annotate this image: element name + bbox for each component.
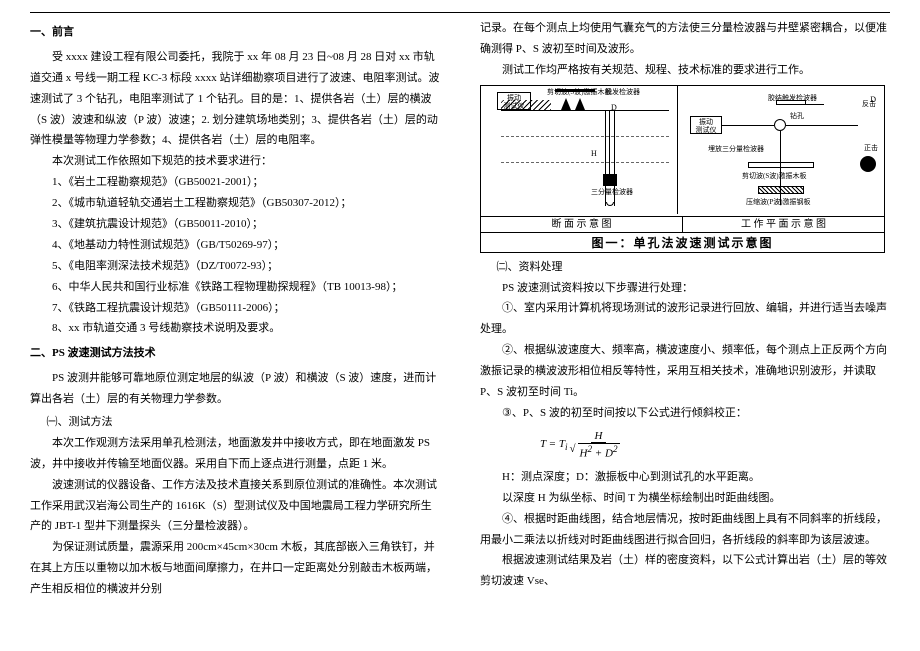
- pv-hammer-icon: [860, 156, 876, 172]
- subheading-processing: ㈡、资料处理: [480, 257, 890, 278]
- pv-borehole-icon: [774, 119, 786, 131]
- para-6: 为保证测试质量，震源采用 200cm×45cm×30cm 木板，其底部嵌入三角铁…: [30, 537, 440, 600]
- subheading-method: ㈠、测试方法: [30, 412, 440, 433]
- spec-item-2: 2、《城市轨道轻轨交通岩土工程勘察规范》（GB50307-2012）；: [30, 193, 440, 214]
- step-4: ④、根据时距曲线图，结合地层情况，按时距曲线图上具有不同斜率的折线段，用最小二乘…: [480, 509, 890, 551]
- para-1: 受 xxxx 建设工程有限公司委托，我院于 xx 年 08 月 23 日~08 …: [30, 47, 440, 151]
- spec-item-4: 4、《地基动力特性测试规范》（GB/T50269-97）；: [30, 235, 440, 256]
- diagram-caption-left: 断 面 示 意 图: [481, 217, 683, 232]
- dim-d: D: [611, 100, 617, 115]
- pv-shear-plank-label: 剪切波(S波)激振木板: [742, 170, 832, 183]
- para-r1: 记录。在每个测点上均使用气囊充气的方法使三分量检波器与井壁紧密耦合，以便准确测得…: [480, 18, 890, 60]
- pv-instrument-box: 振动 测试仪: [690, 116, 722, 134]
- diagram-figure-1: 振动 测试仪 剪切波(S波)激振木板 触发检波器 三分量检波器 D H D 反击: [480, 85, 885, 253]
- label-trigger-geophone: 触发检波器: [605, 86, 640, 99]
- spec-item-1: 1、《岩土工程勘察规范》（GB50021-2001）；: [30, 172, 440, 193]
- shear-plank-icon: [555, 89, 595, 92]
- para-5: 波速测试的仪器设备、工作方法及技术直接关系到原位测试的准确性。本次测试工作采用武…: [30, 475, 440, 538]
- pv-steel-plate-icon: [758, 186, 804, 194]
- heading-preface: 一、前言: [30, 22, 440, 43]
- spec-item-6: 6、中华人民共和国行业标准《铁路工程物理勘探规程》（TB 10013-98）；: [30, 277, 440, 298]
- step-3: ③、P、S 波的初至时间按以下公式进行倾斜校正：: [480, 403, 890, 424]
- formula-tilt-correction: T = Ti H H2 + D2: [540, 430, 890, 461]
- pv-steel-plate-label: 压缩波(P波)激振钢板: [746, 196, 836, 209]
- heading-ps-method: 二、PS 波速测试方法技术: [30, 343, 440, 364]
- diagram-title: 图一：单孔法波速测试示意图: [481, 232, 884, 252]
- formula-legend-1: H：测点深度；D：激振板中心到测试孔的水平距离。: [480, 467, 890, 488]
- diagram-caption-right: 工 作 平 面 示 意 图: [683, 217, 884, 232]
- spec-item-3: 3、《建筑抗震设计规范》（GB50011-2010）；: [30, 214, 440, 235]
- geophone-icon: [603, 174, 617, 186]
- pv-counter-strike: 反击: [862, 98, 876, 111]
- pv-borehole-label: 钻孔: [790, 110, 804, 123]
- right-column: 记录。在每个测点上均使用气囊充气的方法使三分量检波器与井壁紧密耦合，以便准确测得…: [480, 18, 890, 600]
- pv-hammer-label: 正击: [864, 142, 878, 155]
- diagram-cross-section: 振动 测试仪 剪切波(S波)激振木板 触发检波器 三分量检波器 D H: [481, 86, 677, 214]
- para-r3: PS 波速测试资料按以下步骤进行处理：: [480, 278, 890, 299]
- left-column: 一、前言 受 xxxx 建设工程有限公司委托，我院于 xx 年 08 月 23 …: [30, 18, 440, 600]
- pv-shear-plank-icon: [748, 162, 814, 168]
- spec-item-5: 5、《电阻率测深法技术规范》（DZ/T0072-93）；: [30, 256, 440, 277]
- dim-h: H: [591, 146, 597, 161]
- formula-legend-2: 以深度 H 为纵坐标、时间 T 为横坐标绘制出时距曲线图。: [480, 488, 890, 509]
- diagram-plan-view: D 反击 胶结触发检波器 振动 测试仪 钻孔 埋放三分量检波器 剪切波(S波)激…: [677, 86, 884, 214]
- spec-item-7: 7、《铁路工程抗震设计规范》（GB50111-2006）；: [30, 298, 440, 319]
- para-4: 本次工作观测方法采用单孔检测法，地面激发井中接收方式，即在地面激发 PS 波，井…: [30, 433, 440, 475]
- spec-item-8: 8、xx 市轨道交通 3 号线勘察技术说明及要求。: [30, 318, 440, 339]
- step-2: ②、根据纵波速度大、频率高，横波速度小、频率低，每个测点上正反两个方向激振记录的…: [480, 340, 890, 403]
- para-r4: 根据波速测试结果及岩（土）样的密度资料，以下公式计算出岩（土）层的等效剪切波速 …: [480, 550, 890, 592]
- para-3: PS 波测井能够可靠地原位测定地层的纵波（P 波）和横波（S 波）速度，进而计算…: [30, 368, 440, 410]
- para-r2: 测试工作均严格按有关规范、规程、技术标准的要求进行工作。: [480, 60, 890, 81]
- para-2: 本次测试工作依照如下规范的技术要求进行：: [30, 151, 440, 172]
- pv-geophone-label: 埋放三分量检波器: [708, 143, 788, 156]
- step-1: ①、室内采用计算机将现场测试的波形记录进行回放、编辑，并进行适当去噪声处理。: [480, 298, 890, 340]
- label-geophone: 三分量检波器: [591, 186, 633, 199]
